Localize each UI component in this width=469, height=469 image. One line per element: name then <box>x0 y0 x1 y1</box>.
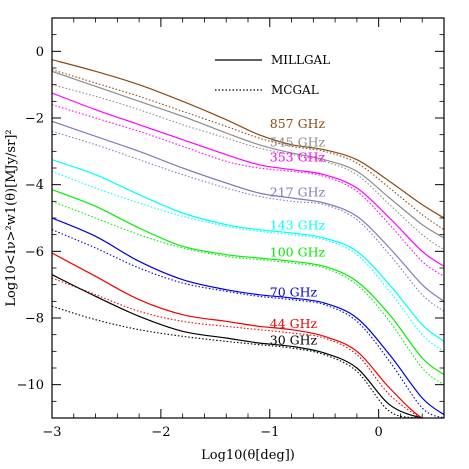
x-axis-title: Log10(θ[deg]) <box>201 448 295 463</box>
legend-label-mcgal: MCGAL <box>271 83 319 97</box>
series-545-ghz-mcgal-line <box>52 84 444 251</box>
series-143-ghz-millgal-line <box>52 159 444 342</box>
ticks-layer <box>51 17 445 419</box>
series-30-ghz-mcgal-line <box>52 305 444 418</box>
series-70-ghz-mcgal-line <box>52 229 444 418</box>
y-tick-label: −8 <box>25 312 44 327</box>
series-30-ghz-millgal-line <box>52 274 444 418</box>
series-217-ghz-mcgal-line <box>52 130 444 312</box>
y-tick-label: 0 <box>36 45 44 60</box>
series-353-ghz-millgal-line <box>52 92 444 267</box>
series-label-217-ghz: 217 GHz <box>270 184 326 199</box>
series-44-ghz-millgal-line <box>52 252 444 418</box>
series-857-ghz-millgal-line <box>52 59 444 219</box>
series-100-ghz-millgal-line <box>52 189 444 376</box>
series-label-44-ghz: 44 GHz <box>270 316 318 331</box>
y-tick-label: −6 <box>25 245 44 260</box>
x-tick-label: −3 <box>42 425 61 440</box>
series-143-ghz-mcgal-line <box>52 170 444 352</box>
series-100-ghz-mcgal-line <box>52 200 444 386</box>
y-tick-label: −4 <box>25 178 44 193</box>
plot-frame <box>51 17 445 419</box>
y-tick-label: −10 <box>17 378 44 393</box>
y-tick-label: −2 <box>25 112 44 127</box>
series-44-ghz-mcgal-line <box>52 277 444 418</box>
series-label-353-ghz: 353 GHz <box>270 149 326 164</box>
y-axis-title: Log10<Iν>²w1(θ)[MJy/sr]² <box>4 129 19 306</box>
series-label-857-ghz: 857 GHz <box>270 116 326 131</box>
x-tick-label: −2 <box>151 425 170 440</box>
series-217-ghz-millgal-line <box>52 120 444 302</box>
x-tick-label: −1 <box>260 425 279 440</box>
series-label-100-ghz: 100 GHz <box>270 244 326 259</box>
series-70-ghz-millgal-line <box>52 217 444 416</box>
legend-label-millgal: MILLGAL <box>271 53 330 67</box>
series-label-143-ghz: 143 GHz <box>270 218 326 233</box>
series-label-70-ghz: 70 GHz <box>270 284 318 299</box>
series-label-30-ghz: 30 GHz <box>270 333 318 348</box>
x-tick-label: 0 <box>375 425 383 440</box>
series-857-ghz-mcgal-line <box>52 69 444 231</box>
series-layer <box>52 59 444 418</box>
legend: MILLGAL MCGAL <box>215 53 330 97</box>
series-label-545-ghz: 545 GHz <box>270 134 326 149</box>
series-545-ghz-millgal-line <box>52 70 444 239</box>
